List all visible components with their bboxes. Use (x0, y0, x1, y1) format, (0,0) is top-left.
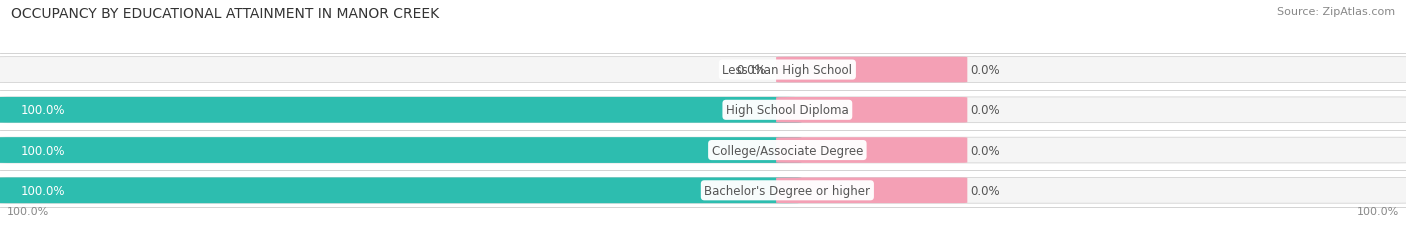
Text: 100.0%: 100.0% (7, 206, 49, 216)
Text: 100.0%: 100.0% (1357, 206, 1399, 216)
Text: High School Diploma: High School Diploma (725, 104, 849, 117)
FancyBboxPatch shape (0, 178, 801, 203)
FancyBboxPatch shape (0, 138, 1406, 163)
Text: 0.0%: 0.0% (970, 144, 1000, 157)
Text: 100.0%: 100.0% (21, 144, 66, 157)
FancyBboxPatch shape (776, 138, 967, 163)
Text: 100.0%: 100.0% (21, 104, 66, 117)
FancyBboxPatch shape (0, 178, 1406, 203)
Text: 0.0%: 0.0% (737, 64, 766, 77)
Text: Bachelor's Degree or higher: Bachelor's Degree or higher (704, 184, 870, 197)
Text: College/Associate Degree: College/Associate Degree (711, 144, 863, 157)
FancyBboxPatch shape (0, 58, 1406, 83)
Text: Less than High School: Less than High School (723, 64, 852, 77)
FancyBboxPatch shape (776, 97, 967, 123)
Text: 0.0%: 0.0% (970, 64, 1000, 77)
FancyBboxPatch shape (776, 58, 967, 83)
FancyBboxPatch shape (0, 97, 801, 123)
FancyBboxPatch shape (0, 97, 1406, 123)
Text: 0.0%: 0.0% (970, 184, 1000, 197)
Text: 100.0%: 100.0% (21, 184, 66, 197)
Text: OCCUPANCY BY EDUCATIONAL ATTAINMENT IN MANOR CREEK: OCCUPANCY BY EDUCATIONAL ATTAINMENT IN M… (11, 7, 439, 21)
FancyBboxPatch shape (776, 178, 967, 203)
FancyBboxPatch shape (0, 138, 801, 163)
Text: Source: ZipAtlas.com: Source: ZipAtlas.com (1277, 7, 1395, 17)
Text: 0.0%: 0.0% (970, 104, 1000, 117)
